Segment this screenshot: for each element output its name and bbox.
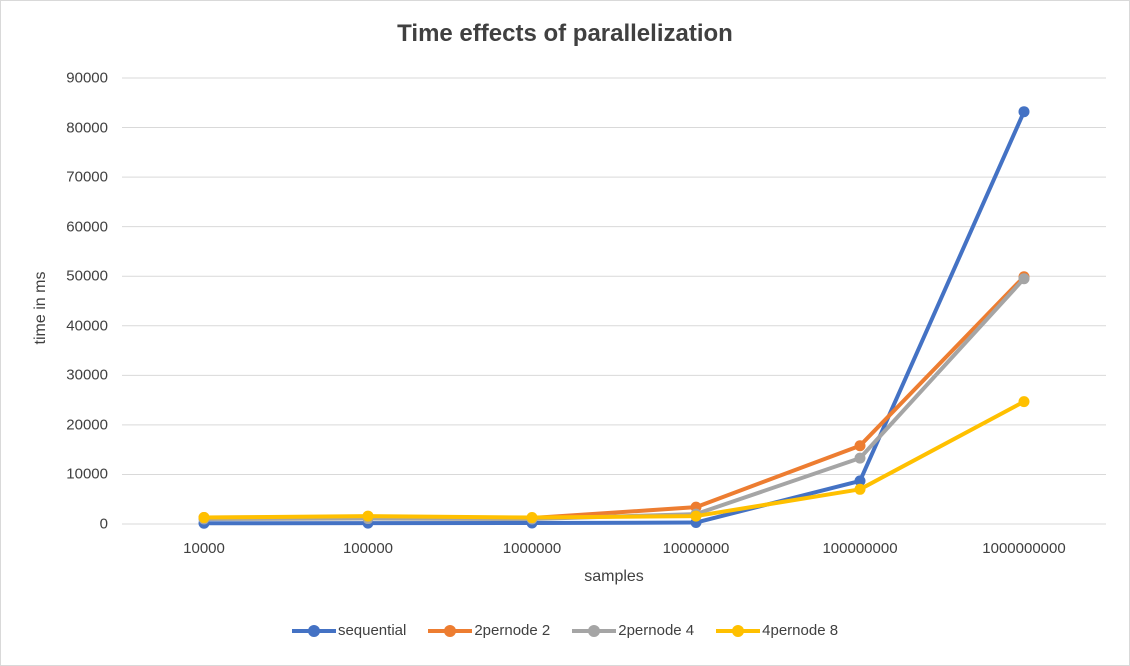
legend-item: 4pernode 8 <box>716 622 838 639</box>
legend-marker-icon <box>572 624 617 637</box>
y-tick-label: 70000 <box>66 168 108 186</box>
x-tick-label: 100000 <box>342 540 394 557</box>
legend-label: 2pernode 4 <box>618 622 695 639</box>
series-layer <box>198 106 1030 529</box>
series-4pernode-8 <box>198 396 1030 524</box>
gridlines <box>122 77 1106 525</box>
legend-item: 2pernode 2 <box>428 622 550 639</box>
data-point <box>1018 106 1030 118</box>
legend: sequential 2pernode 2 2pernode 4 4pernode 8 <box>0 622 1130 639</box>
legend-label: 2pernode 2 <box>474 622 551 639</box>
y-tick-label: 0 <box>99 515 108 533</box>
legend-marker-icon <box>291 624 336 637</box>
data-point <box>854 440 866 452</box>
data-point <box>526 512 538 524</box>
series-line <box>202 399 1026 520</box>
x-tick-label: 100000000 <box>822 540 898 557</box>
x-axis-title: samples <box>584 568 644 585</box>
series-2pernode-2 <box>198 271 1030 524</box>
data-point <box>854 483 866 495</box>
x-tick-label: 10000000 <box>662 540 730 557</box>
legend-marker-icon <box>428 624 473 637</box>
y-tick-label: 80000 <box>66 119 108 137</box>
data-point <box>854 452 866 464</box>
series-line <box>202 274 1026 521</box>
legend-label: 4pernode 8 <box>762 622 839 639</box>
data-point <box>854 475 866 487</box>
y-tick-label: 10000 <box>66 465 108 483</box>
y-tick-label: 60000 <box>66 218 108 236</box>
x-tick-label: 1000000 <box>502 540 562 557</box>
data-point <box>1018 396 1030 408</box>
y-tick-label: 90000 <box>66 69 108 87</box>
series-line <box>202 276 1026 522</box>
legend-item: sequential <box>291 622 407 639</box>
data-point <box>198 512 210 524</box>
series-line <box>202 109 1026 526</box>
data-point <box>1018 273 1030 285</box>
chart-title: Time effects of parallelization <box>397 20 733 47</box>
legend-item: 2pernode 4 <box>572 622 694 639</box>
data-point <box>362 510 374 522</box>
x-tick-label: 1000000000 <box>982 540 1066 557</box>
legend-label: sequential <box>337 622 407 639</box>
y-tick-label: 50000 <box>66 267 108 285</box>
y-tick-label: 40000 <box>66 317 108 335</box>
legend-marker-icon <box>716 624 761 637</box>
y-tick-label: 20000 <box>66 416 108 434</box>
data-point <box>690 510 702 522</box>
y-tick-label: 30000 <box>66 366 108 384</box>
x-tick-label: 10000 <box>183 540 225 557</box>
